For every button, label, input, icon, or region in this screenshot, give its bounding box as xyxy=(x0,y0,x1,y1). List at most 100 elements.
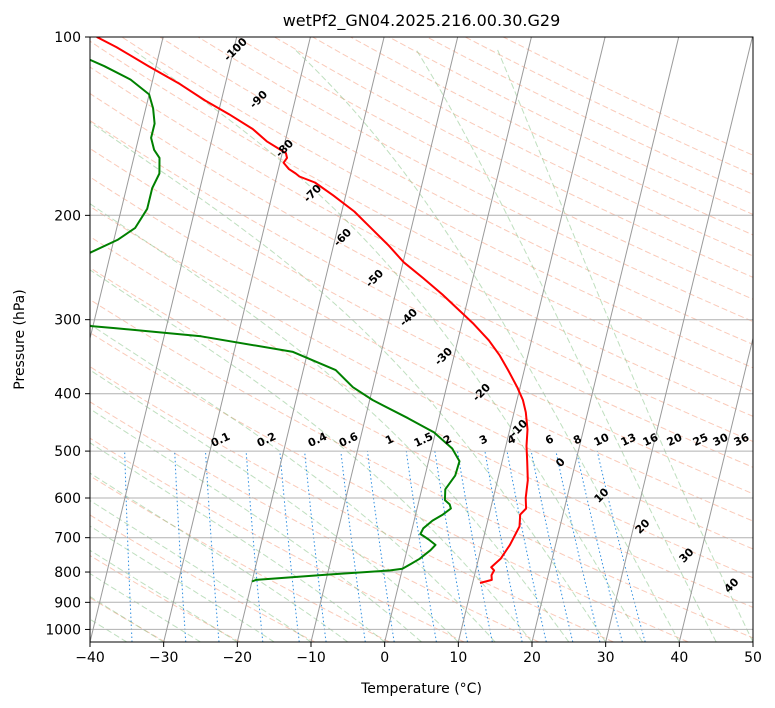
y-tick-label: 300 xyxy=(54,313,81,329)
x-tick-label: −20 xyxy=(223,650,253,666)
x-tick-label: 20 xyxy=(523,650,541,666)
moist-adiabat xyxy=(496,48,753,642)
dry-adiabat xyxy=(90,120,753,468)
isotherm xyxy=(605,37,753,642)
moist-adiabat xyxy=(90,323,496,642)
moist-adiabat xyxy=(90,269,533,642)
x-tick-label: −10 xyxy=(296,650,326,666)
temperature-profile-line xyxy=(96,37,529,584)
dry-adiabat xyxy=(90,236,753,579)
x-tick-label: 0 xyxy=(380,650,389,666)
mixing-ratio-line xyxy=(530,451,574,642)
dry-adiabat-label: -20 xyxy=(470,381,493,404)
y-tick-label: 100 xyxy=(54,30,81,46)
moist-adiabat xyxy=(90,203,570,642)
dry-adiabat xyxy=(90,437,465,642)
axis-ticks: −40 −30 −20 −10 0 10 20 30 40 5010020030040050060… xyxy=(45,30,762,666)
mixing-ratio-label: 1 xyxy=(383,432,395,447)
mixing-ratio-line xyxy=(279,451,300,642)
x-tick-label: 30 xyxy=(597,650,615,666)
mixing-ratio-line xyxy=(174,451,187,642)
moist-adiabat xyxy=(90,369,459,642)
moist-adiabat xyxy=(293,48,680,642)
dry-adiabat xyxy=(388,37,753,215)
dry-adiabat-label: -70 xyxy=(301,182,324,205)
moist-adiabat xyxy=(415,48,717,642)
dry-adiabat-label: -80 xyxy=(273,137,296,160)
isotherm xyxy=(310,37,459,642)
moist-adiabat xyxy=(90,408,422,642)
dry-adiabat xyxy=(464,37,753,176)
dry-adiabat xyxy=(503,37,753,156)
isotherm xyxy=(457,37,606,642)
isotherm xyxy=(384,37,532,642)
chart-title: wetPf2_GN04.2025.216.00.30.G29 xyxy=(283,11,561,31)
y-axis-label: Pressure (hPa) xyxy=(12,289,28,389)
moist-adiabat xyxy=(131,48,643,642)
mixing-ratio-line xyxy=(205,451,220,642)
y-tick-label: 700 xyxy=(54,531,81,547)
mixing-ratio-label: 0.6 xyxy=(337,430,360,450)
dry-adiabat xyxy=(159,37,753,345)
mixing-ratio-label: 6 xyxy=(543,432,556,447)
isotherm xyxy=(678,336,753,642)
mixing-ratio-line xyxy=(366,451,395,642)
mixing-ratio-label: 16 xyxy=(641,431,661,449)
dry-adiabat xyxy=(90,555,241,642)
dry-adiabat-label: -50 xyxy=(363,267,386,290)
dry-adiabat xyxy=(90,205,753,550)
dry-adiabat xyxy=(274,37,753,278)
dry-adiabat xyxy=(90,332,689,642)
dry-adiabat xyxy=(426,37,753,195)
mixing-ratio-line xyxy=(124,451,133,642)
x-tick-label: −30 xyxy=(149,650,179,666)
y-tick-label: 200 xyxy=(54,208,81,224)
dry-adiabat xyxy=(235,37,753,300)
dry-adiabat xyxy=(90,40,753,393)
moist-adiabat-label: 40 xyxy=(722,575,742,595)
plot-frame xyxy=(89,36,754,643)
moist-adiabat-label: 0 xyxy=(553,455,568,470)
dewpoint-profile-line xyxy=(90,58,461,583)
dry-adiabat-label: -60 xyxy=(331,226,354,249)
isotherm xyxy=(163,37,311,642)
mixing-ratio-label: 3 xyxy=(477,432,489,447)
x-axis-label: Temperature (°C) xyxy=(360,681,482,697)
moist-adiabat xyxy=(90,549,238,642)
mixing-ratio-label: 13 xyxy=(619,431,638,449)
mixing-ratio-line xyxy=(596,450,646,642)
dry-adiabat xyxy=(121,37,753,369)
mixing-ratio-line xyxy=(555,450,601,642)
mixing-ratio-line xyxy=(484,451,523,642)
x-tick-label: 10 xyxy=(449,650,467,666)
moist-adiabat xyxy=(90,121,607,642)
y-tick-label: 400 xyxy=(54,387,81,403)
moist-adiabat xyxy=(90,472,349,642)
isotherm xyxy=(236,37,385,642)
mixing-ratio-line xyxy=(575,450,623,642)
moist-adiabat-label: 30 xyxy=(677,545,697,565)
mixing-ratio-label: 0.4 xyxy=(306,430,329,450)
mixing-ratio-line xyxy=(304,451,327,642)
mixing-ratio-line xyxy=(457,451,493,642)
isotherm xyxy=(90,37,238,642)
mixing-ratio-label: 30 xyxy=(711,431,731,449)
mixing-ratio-label: 20 xyxy=(665,431,685,449)
y-tick-label: 500 xyxy=(54,444,81,460)
dry-adiabat xyxy=(90,267,753,608)
moist-adiabat xyxy=(90,525,275,642)
mixing-ratio-line xyxy=(245,451,264,642)
dry-adiabat xyxy=(90,176,753,522)
x-tick-label: −40 xyxy=(75,650,105,666)
mixing-ratio-label: 2 xyxy=(441,432,453,447)
background-lines xyxy=(90,37,753,642)
dry-adiabat xyxy=(312,37,753,257)
x-tick-label: 40 xyxy=(670,650,688,666)
mixing-ratio-line xyxy=(405,451,437,642)
dry-adiabat xyxy=(90,147,753,495)
isotherm xyxy=(752,639,753,642)
moist-adiabat xyxy=(90,442,386,642)
y-tick-label: 600 xyxy=(54,491,81,507)
dry-adiabat xyxy=(90,514,315,642)
